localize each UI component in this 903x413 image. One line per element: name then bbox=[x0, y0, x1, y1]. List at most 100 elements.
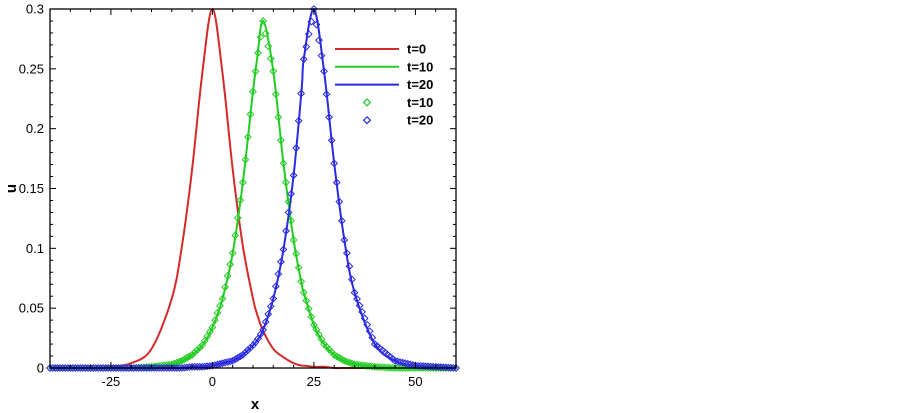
data-point-marker bbox=[71, 364, 80, 372]
y-axis-label: u bbox=[3, 184, 20, 193]
data-point-marker bbox=[391, 364, 400, 372]
data-point-marker bbox=[304, 304, 313, 313]
data-point-marker bbox=[312, 325, 321, 334]
data-point-marker bbox=[345, 358, 354, 367]
data-point-marker bbox=[172, 364, 181, 372]
data-point-marker bbox=[444, 363, 453, 372]
data-point-marker bbox=[188, 362, 197, 371]
data-point-marker bbox=[340, 236, 349, 244]
data-point-marker bbox=[46, 364, 54, 372]
data-point-marker bbox=[266, 54, 275, 63]
data-point-marker bbox=[332, 178, 341, 187]
data-point-marker bbox=[167, 364, 176, 372]
data-point-marker bbox=[76, 364, 85, 372]
data-point-marker bbox=[119, 364, 128, 372]
data-point-marker bbox=[51, 364, 59, 372]
data-point-marker bbox=[231, 355, 240, 364]
data-point-marker bbox=[299, 288, 308, 297]
data-point-marker bbox=[289, 171, 298, 180]
data-point-marker bbox=[233, 213, 242, 222]
data-point-marker bbox=[348, 275, 356, 284]
y-tick-label: 0.25 bbox=[19, 61, 44, 76]
data-point-marker bbox=[360, 314, 369, 323]
data-point-marker bbox=[195, 343, 204, 352]
data-point-marker bbox=[180, 355, 189, 364]
data-point-marker bbox=[216, 301, 224, 310]
data-point-marker bbox=[292, 144, 301, 152]
data-point-marker bbox=[447, 363, 455, 372]
data-point-marker bbox=[363, 361, 372, 370]
data-point-marker bbox=[99, 364, 108, 372]
legend-label: t=10 bbox=[407, 59, 433, 74]
data-point-marker bbox=[421, 362, 430, 371]
data-point-marker bbox=[259, 325, 268, 334]
data-point-marker bbox=[241, 348, 250, 357]
data-point-marker bbox=[439, 363, 448, 372]
data-point-marker bbox=[274, 270, 283, 278]
data-point-marker bbox=[264, 42, 273, 51]
data-point-marker bbox=[368, 333, 377, 342]
data-point-marker bbox=[330, 159, 339, 168]
data-point-marker bbox=[53, 364, 62, 372]
legend: t=0 t=10 t=20 t=10 t=20 bbox=[335, 42, 433, 128]
data-point-marker bbox=[228, 356, 237, 365]
y-tick-label: 0.3 bbox=[26, 2, 44, 17]
data-point-marker bbox=[208, 323, 217, 332]
data-point-marker bbox=[353, 295, 361, 303]
data-point-marker bbox=[342, 357, 351, 366]
data-point-marker bbox=[112, 364, 120, 372]
legend-marker-swatch bbox=[362, 115, 372, 125]
data-point-marker bbox=[61, 364, 70, 372]
data-point-marker bbox=[81, 364, 90, 372]
data-point-marker bbox=[238, 350, 247, 359]
data-point-marker bbox=[122, 364, 131, 372]
data-point-marker bbox=[269, 294, 278, 303]
data-point-marker bbox=[381, 363, 389, 372]
data-point-marker bbox=[178, 356, 186, 365]
data-point-marker bbox=[86, 364, 95, 372]
data-point-marker bbox=[302, 296, 311, 305]
data-point-marker bbox=[114, 364, 123, 372]
data-point-marker bbox=[396, 364, 405, 372]
data-point-marker bbox=[132, 364, 141, 372]
data-point-marker bbox=[106, 364, 115, 372]
data-point-marker bbox=[393, 357, 402, 366]
data-point-marker bbox=[157, 364, 166, 372]
data-point-marker bbox=[436, 363, 445, 372]
data-point-marker bbox=[340, 356, 349, 365]
data-point-marker bbox=[94, 364, 103, 372]
data-point-marker bbox=[320, 67, 328, 76]
legend-label: t=20 bbox=[407, 77, 433, 92]
data-point-marker bbox=[317, 51, 326, 60]
data-point-marker bbox=[261, 29, 270, 38]
data-point-marker bbox=[396, 358, 405, 366]
data-point-marker bbox=[152, 364, 161, 372]
data-point-marker bbox=[241, 155, 250, 164]
data-point-marker bbox=[365, 327, 374, 336]
data-point-marker bbox=[226, 357, 235, 366]
data-point-marker bbox=[147, 364, 156, 372]
data-point-marker bbox=[289, 236, 298, 244]
data-point-marker bbox=[284, 208, 293, 217]
data-point-marker bbox=[345, 262, 354, 271]
data-point-marker bbox=[249, 341, 257, 350]
data-point-marker bbox=[335, 197, 344, 206]
data-point-marker bbox=[327, 136, 336, 145]
y-tick-label: 0.2 bbox=[26, 121, 44, 136]
y-tick-label: 0 bbox=[37, 361, 44, 376]
data-point-marker bbox=[139, 364, 148, 372]
data-point-marker bbox=[317, 335, 326, 344]
x-tick-label: 50 bbox=[408, 374, 422, 389]
data-point-marker bbox=[386, 363, 394, 372]
data-point-marker bbox=[325, 113, 334, 122]
data-point-marker bbox=[238, 178, 247, 187]
data-point-marker bbox=[218, 294, 227, 303]
x-tick-label: 0 bbox=[209, 374, 216, 389]
data-point-marker bbox=[294, 263, 303, 272]
legend-marker-swatch bbox=[362, 98, 372, 107]
data-point-marker bbox=[213, 309, 222, 317]
data-point-marker bbox=[383, 363, 392, 372]
data-point-marker bbox=[375, 363, 384, 372]
